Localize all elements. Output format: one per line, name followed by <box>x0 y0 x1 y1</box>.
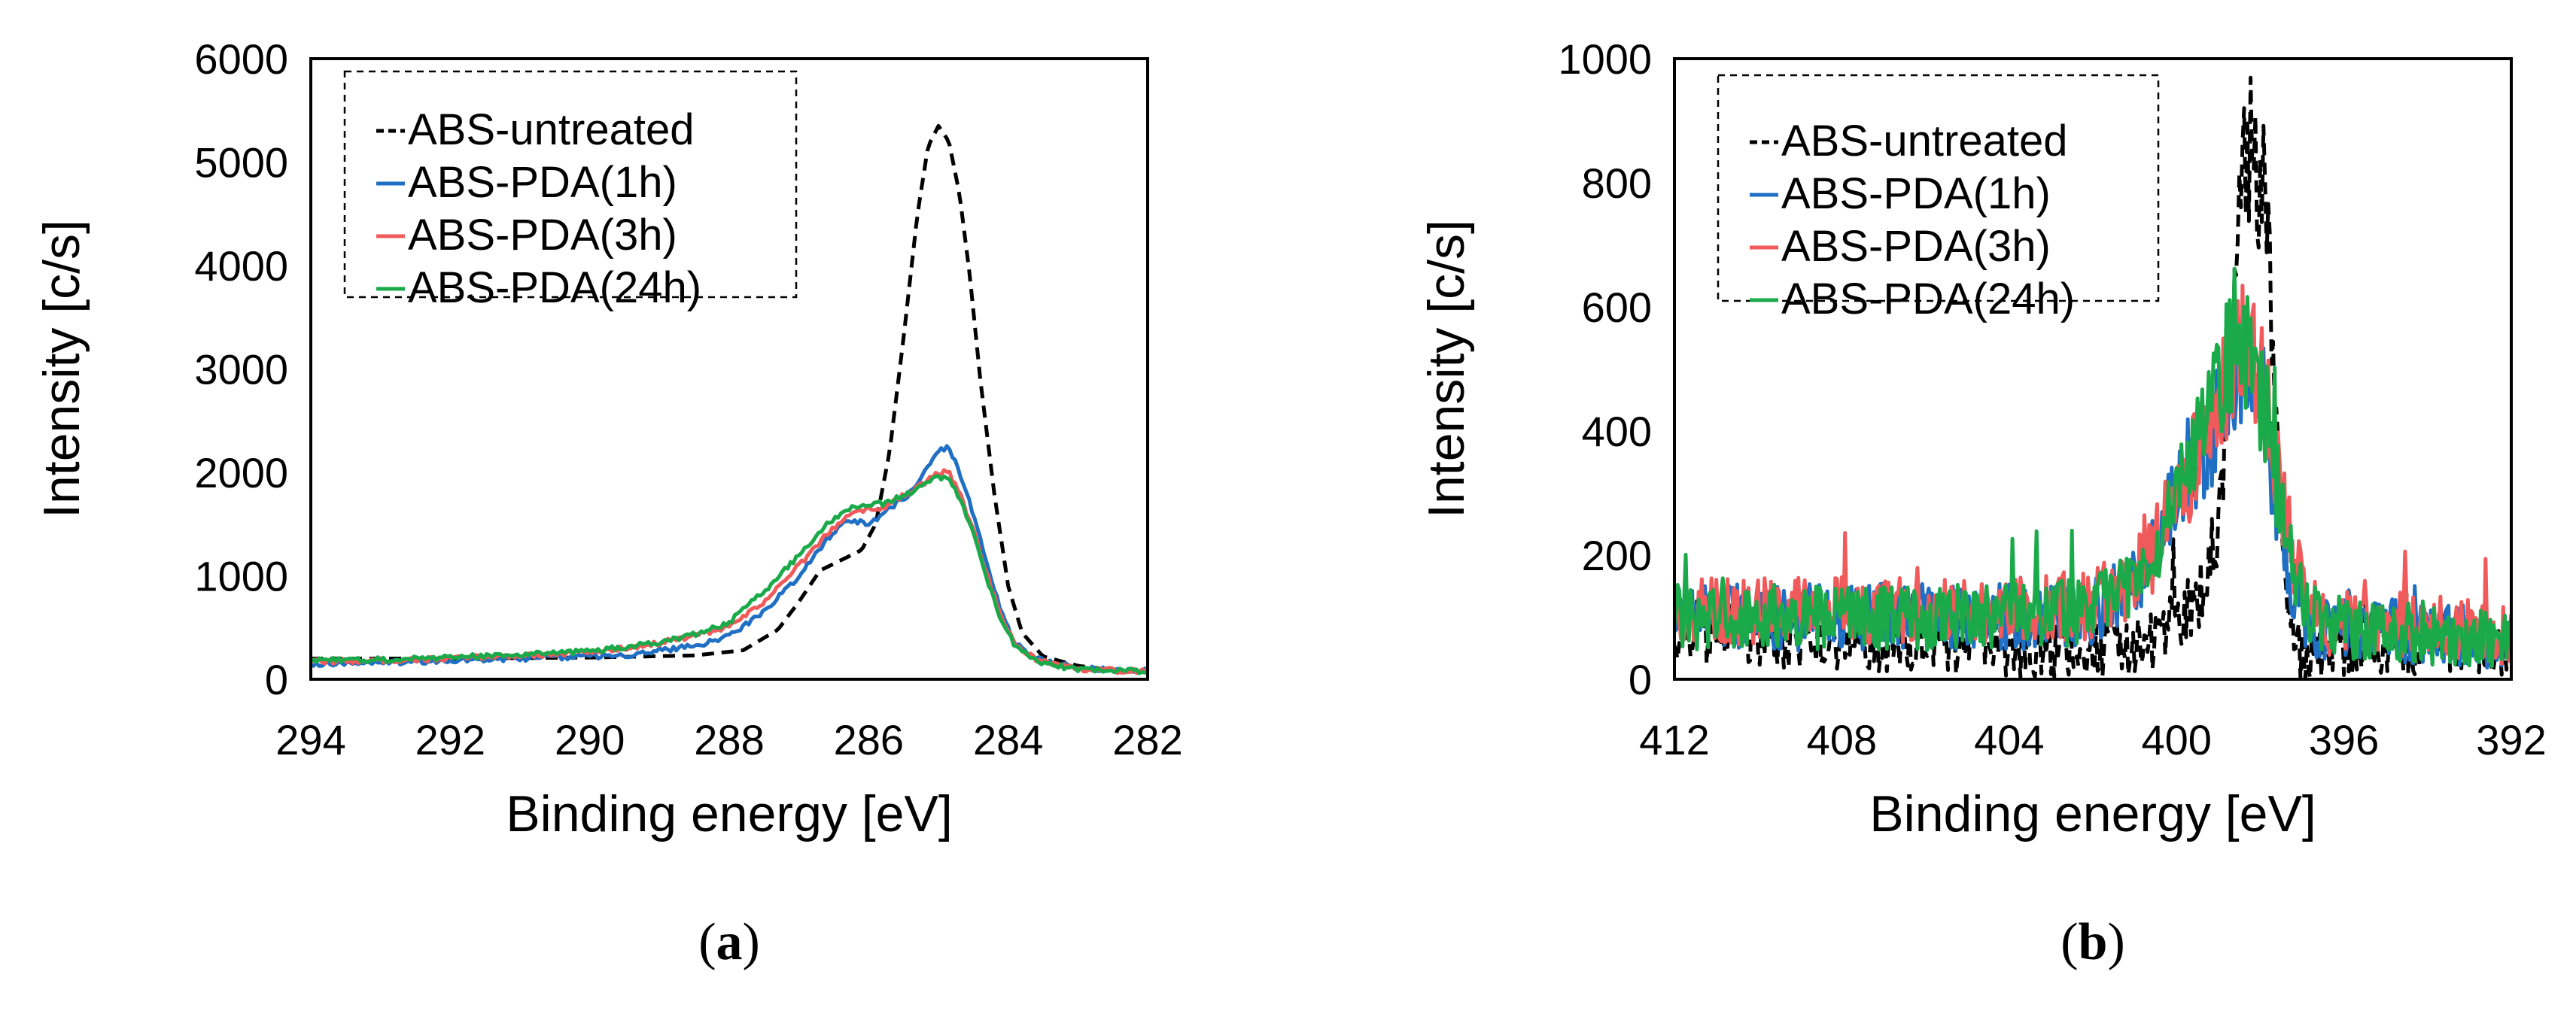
x-axis-title: Binding energy [eV] <box>1869 785 2316 842</box>
chart-b: 0 200 400 600 800 1000 412 408 404 400 396 392 Bindi… <box>1418 35 2547 971</box>
y-tick-label: 400 <box>1582 408 1652 455</box>
legend-box <box>1717 74 2160 302</box>
x-tick-label: 286 <box>834 716 904 763</box>
x-tick-label: 282 <box>1112 716 1182 763</box>
plot-frame <box>309 57 1149 681</box>
series-group <box>311 123 1148 675</box>
legend: ABS-untreatedABS-PDA(1h)ABS-PDA(3h)ABS-P… <box>1717 74 2160 323</box>
y-tick-label: 0 <box>265 656 288 703</box>
x-tick-label: 412 <box>1639 716 1709 763</box>
x-tick-label: 404 <box>1974 716 2044 763</box>
x-tick-label: 396 <box>2309 716 2379 763</box>
y-tick-label: 200 <box>1582 532 1652 579</box>
y-tick-label: 6000 <box>194 35 288 83</box>
y-tick-label: 1000 <box>1558 35 1652 83</box>
series-group <box>1674 75 2511 679</box>
legend-entry: ABS-PDA(1h) <box>408 158 677 207</box>
y-tick-label: 5000 <box>194 139 288 187</box>
x-tick-label: 294 <box>275 716 345 763</box>
legend-entry: ABS-PDA(24h) <box>408 263 701 312</box>
y-axis-title: Intensity [c/s] <box>33 220 90 518</box>
panel-label: (b) <box>2060 913 2125 971</box>
y-tick-label: 3000 <box>194 346 288 393</box>
x-axis-title: Binding energy [eV] <box>506 785 953 842</box>
x-tick-label: 392 <box>2476 716 2546 763</box>
legend-entry: ABS-PDA(24h) <box>1781 275 2075 323</box>
y-tick-label: 4000 <box>194 242 288 290</box>
legend-entry: ABS-PDA(3h) <box>408 211 677 260</box>
x-tick-label: 292 <box>415 716 485 763</box>
legend-entry: ABS-PDA(1h) <box>1781 169 2051 218</box>
y-tick-label: 800 <box>1582 159 1652 207</box>
x-tick-label: 408 <box>1807 716 1877 763</box>
x-tick-label: 284 <box>973 716 1043 763</box>
legend-entry: ABS-PDA(3h) <box>1781 222 2051 271</box>
legend-entry: ABS-untreated <box>1781 117 2067 165</box>
plot-frame <box>1673 57 2513 681</box>
legend-box <box>343 70 798 299</box>
legend: ABS-untreatedABS-PDA(1h)ABS-PDA(3h)ABS-P… <box>343 70 798 312</box>
x-tick-label: 400 <box>2141 716 2211 763</box>
series-line-abs-pda-24h <box>1674 266 2511 669</box>
series-line-abs-pda-1h <box>311 444 1148 675</box>
x-tick-label: 290 <box>555 716 625 763</box>
x-tick-label: 288 <box>694 716 764 763</box>
legend-entry: ABS-untreated <box>408 105 694 154</box>
chart-a: 0 1000 2000 3000 4000 5000 6000 294 292 290 288 286… <box>33 35 1183 971</box>
series-line-abs-pda-3h <box>311 468 1148 675</box>
y-tick-label: 1000 <box>194 553 288 600</box>
series-line-abs-untreated <box>1674 75 2511 679</box>
panel-label: (a) <box>698 913 760 971</box>
y-tick-label: 600 <box>1582 284 1652 331</box>
series-line-abs-pda-24h <box>311 474 1148 675</box>
y-axis-title: Intensity [c/s] <box>1418 220 1475 518</box>
y-tick-label: 2000 <box>194 449 288 496</box>
y-tick-label: 0 <box>1629 656 1652 703</box>
